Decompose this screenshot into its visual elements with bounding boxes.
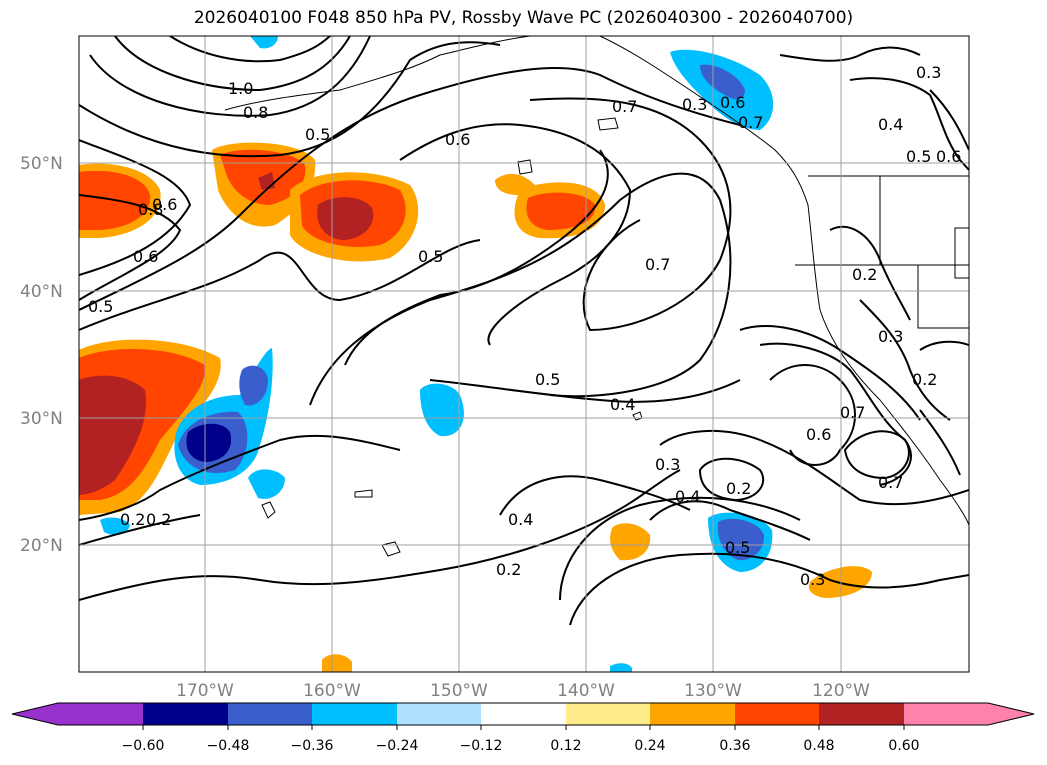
contour-label: 0.7 — [612, 97, 637, 116]
colorbar-extend-min — [12, 703, 58, 725]
lat-label-30n: 30°N — [20, 409, 63, 429]
contour-label: 0.5 — [906, 147, 931, 166]
colorbar-cell — [397, 703, 481, 725]
colorbar-cell — [904, 703, 988, 725]
contour-label: 0.8 — [138, 200, 163, 219]
map-frame — [78, 35, 970, 673]
colorbar-tick: 0.36 — [719, 738, 750, 754]
contour-label: 0.6 — [806, 425, 831, 444]
contour-label: 0.5 — [725, 538, 750, 557]
contour-label: 0.7 — [840, 403, 865, 422]
contour-label: 0.2 — [496, 560, 521, 579]
lat-label-20n: 20°N — [20, 536, 63, 556]
colorbar-cell — [58, 703, 143, 725]
lon-label-150w: 150°W — [430, 681, 488, 701]
colorbar-tick: 0.12 — [550, 738, 581, 754]
lon-label-120w: 120°W — [812, 681, 870, 701]
graticule — [79, 36, 969, 672]
contour-label: 1.0 — [228, 79, 253, 98]
contour-label: 0.3 — [916, 63, 941, 82]
pv-contours — [79, 36, 969, 626]
colorbar-tick: −0.36 — [291, 738, 334, 754]
latitude-labels: 50°N 40°N 30°N 20°N — [20, 154, 63, 556]
lat-label-40n: 40°N — [20, 282, 63, 302]
colorbar-tick: −0.12 — [460, 738, 503, 754]
colorbar-outline — [11, 702, 1035, 726]
contour-labels: 1.0 0.8 0.5 0.6 0.7 0.7 0.6 0.5 0.5 0.5 … — [88, 63, 961, 589]
colorbar-tick: 0.24 — [634, 738, 665, 754]
lat-label-50n: 50°N — [20, 154, 63, 174]
colorbar-cell — [312, 703, 397, 725]
contour-label: 0.2 — [852, 265, 877, 284]
map-panel — [79, 36, 969, 672]
lon-label-140w: 140°W — [557, 681, 615, 701]
contour-label: 0.4 — [508, 510, 533, 529]
contour-label: 0.5 — [88, 297, 113, 316]
contour-label: 0.5 — [535, 370, 560, 389]
contour-label: 0.3 — [655, 455, 680, 474]
contour-label: 0.2 — [726, 479, 751, 498]
contour-label: 0.4 — [878, 115, 903, 134]
contour-label: 0.7 — [645, 255, 670, 274]
contour-label: 0.4 — [675, 487, 700, 506]
colorbar-tick: −0.60 — [122, 738, 165, 754]
colorbar-cell — [143, 703, 228, 725]
map-title: 2026040100 F048 850 hPa PV, Rossby Wave … — [193, 8, 854, 28]
lon-label-130w: 130°W — [684, 681, 742, 701]
contour-label: 0.2 — [120, 510, 145, 529]
colorbar-cell — [819, 703, 904, 725]
colorbar-cell — [650, 703, 735, 725]
contour-label: 0.8 — [243, 103, 268, 122]
contour-label: 0.3 — [878, 327, 903, 346]
colorbar-cell — [228, 703, 312, 725]
colorbar-tick: 0.60 — [888, 738, 919, 754]
contour-label: 0.6 — [720, 93, 745, 112]
contour-label: 0.6 — [445, 130, 470, 149]
contour-label: 0.2 — [146, 510, 171, 529]
contour-label: 0.5 — [418, 247, 443, 266]
contour-label: 0.7 — [878, 473, 903, 492]
colorbar-tick: 0.48 — [803, 738, 834, 754]
colorbar-cell — [481, 703, 566, 725]
colorbar-tick: −0.48 — [207, 738, 250, 754]
contour-label: 0.7 — [738, 113, 763, 132]
contour-label: 0.6 — [133, 247, 158, 266]
contour-label: 0.3 — [682, 95, 707, 114]
colorbar-extend-max — [988, 703, 1034, 725]
longitude-labels: 170°W 160°W 150°W 140°W 130°W 120°W — [176, 681, 870, 701]
lon-label-160w: 160°W — [303, 681, 361, 701]
contour-label: 0.4 — [610, 395, 635, 414]
colorbar: −0.60 −0.48 −0.36 −0.24 −0.12 0.12 0.24 … — [11, 702, 1035, 754]
contour-label: 0.3 — [800, 570, 825, 589]
colorbar-tick: −0.24 — [376, 738, 419, 754]
colorbar-cell — [735, 703, 819, 725]
contour-label: 0.6 — [152, 195, 177, 214]
contour-label: 0.5 — [305, 125, 330, 144]
lon-label-170w: 170°W — [176, 681, 234, 701]
colorbar-cell — [566, 703, 650, 725]
contour-label: 0.6 — [936, 147, 961, 166]
contour-label: 0.2 — [912, 370, 937, 389]
